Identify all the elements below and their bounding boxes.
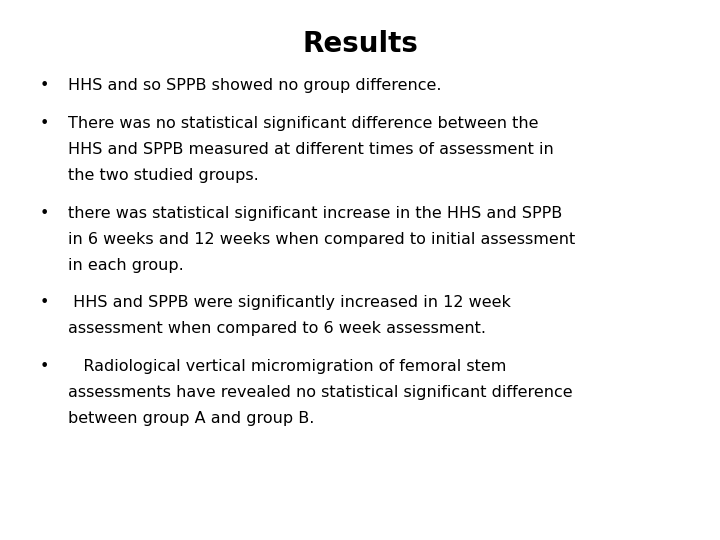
Text: assessment when compared to 6 week assessment.: assessment when compared to 6 week asses…	[68, 321, 487, 336]
Text: There was no statistical significant difference between the: There was no statistical significant dif…	[68, 116, 539, 131]
Text: •: •	[40, 78, 49, 93]
Text: there was statistical significant increase in the HHS and SPPB: there was statistical significant increa…	[68, 206, 562, 221]
Text: •: •	[40, 206, 49, 221]
Text: HHS and SPPB were significantly increased in 12 week: HHS and SPPB were significantly increase…	[68, 295, 511, 310]
Text: •: •	[40, 359, 49, 374]
Text: •: •	[40, 116, 49, 131]
Text: HHS and so SPPB showed no group difference.: HHS and so SPPB showed no group differen…	[68, 78, 442, 93]
Text: the two studied groups.: the two studied groups.	[68, 168, 259, 183]
Text: between group A and group B.: between group A and group B.	[68, 411, 315, 426]
Text: Results: Results	[302, 30, 418, 58]
Text: assessments have revealed no statistical significant difference: assessments have revealed no statistical…	[68, 385, 573, 400]
Text: in each group.: in each group.	[68, 258, 184, 273]
Text: •: •	[40, 295, 49, 310]
Text: HHS and SPPB measured at different times of assessment in: HHS and SPPB measured at different times…	[68, 142, 554, 157]
Text: in 6 weeks and 12 weeks when compared to initial assessment: in 6 weeks and 12 weeks when compared to…	[68, 232, 576, 247]
Text: Radiological vertical micromigration of femoral stem: Radiological vertical micromigration of …	[68, 359, 507, 374]
